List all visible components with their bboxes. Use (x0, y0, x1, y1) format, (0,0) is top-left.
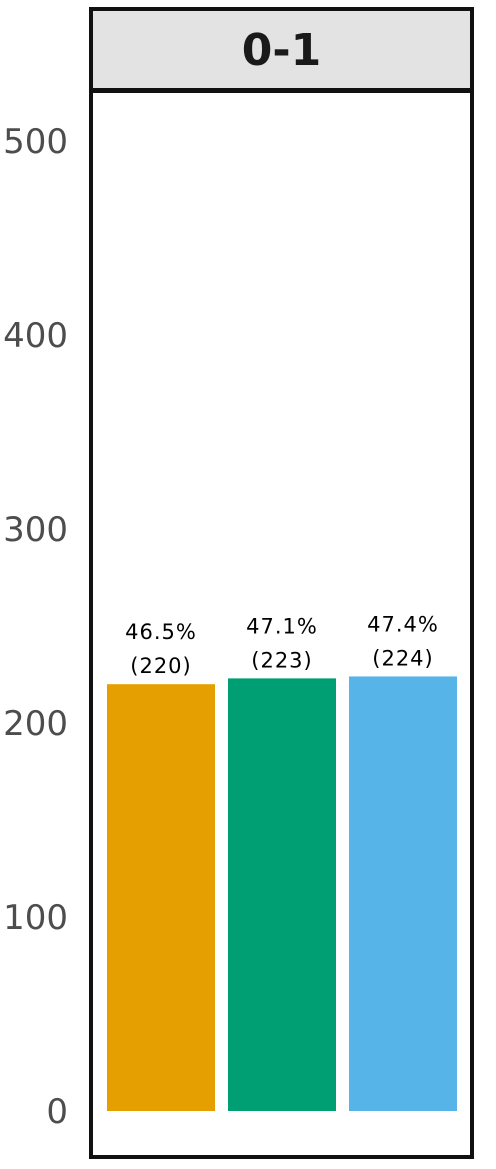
y-tick-label: 400 (3, 316, 68, 356)
bar-count-label: (220) (130, 654, 191, 678)
bars (107, 676, 457, 1111)
y-tick-label: 300 (3, 510, 68, 550)
strip-background (89, 7, 474, 92)
bar (107, 684, 215, 1111)
bar-count-label: (223) (251, 648, 312, 672)
strip-label: 0-1 (242, 25, 322, 76)
bar-count-label: (224) (372, 646, 433, 670)
bar-labels: 46.5% (220) 47.1% (223) 47.4% (224) (125, 612, 439, 678)
y-tick-label: 0 (46, 1092, 68, 1132)
bar-percent-label: 46.5% (125, 620, 197, 644)
y-axis: 0 100 200 300 400 500 (3, 122, 68, 1132)
y-tick-label: 100 (3, 898, 68, 938)
bar (349, 676, 457, 1111)
bar (228, 678, 336, 1111)
y-tick-label: 200 (3, 704, 68, 744)
y-tick-label: 500 (3, 122, 68, 162)
bar-percent-label: 47.4% (367, 612, 439, 636)
bar-percent-label: 47.1% (246, 614, 318, 638)
